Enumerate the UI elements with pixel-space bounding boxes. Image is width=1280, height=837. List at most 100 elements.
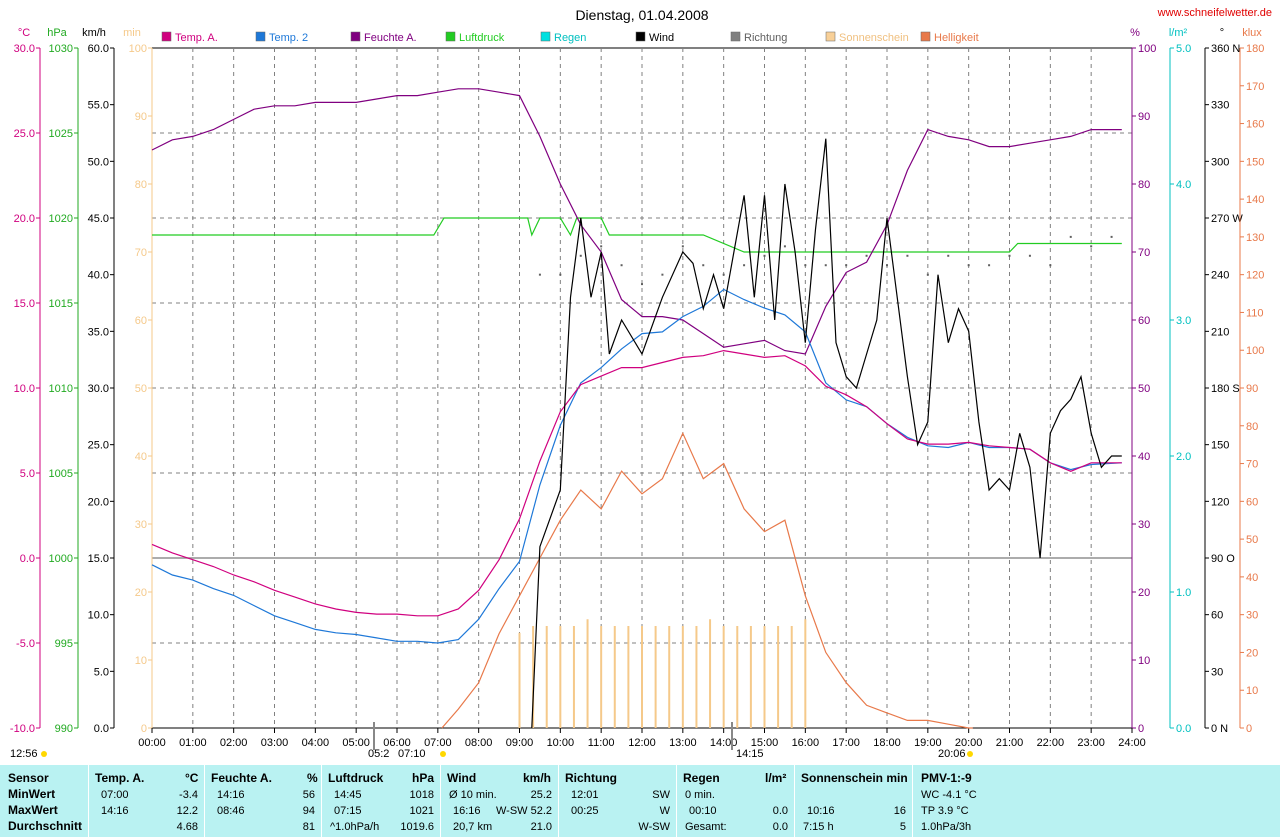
stats-temp: Temp. A. °C 07:00 -3.4 14:16 12.2 4.68 bbox=[89, 765, 204, 837]
min-axis-label: 90 bbox=[135, 111, 147, 123]
hpa-axis-label: 1010 bbox=[49, 383, 73, 395]
direction-point bbox=[988, 264, 991, 267]
temp-axis-label: 15.0 bbox=[14, 298, 35, 310]
stats-regen-r2b: 0.0 bbox=[772, 805, 788, 817]
site-url: www.schneifelwetter.de bbox=[1157, 7, 1272, 19]
x-tick-label: 19:00 bbox=[914, 737, 942, 749]
wind-direction-points bbox=[538, 235, 1113, 286]
stats-druck-max-time: 07:15 bbox=[334, 805, 362, 817]
pct-axis-label: 90 bbox=[1138, 111, 1150, 123]
klux-axis-label: 70 bbox=[1246, 459, 1258, 471]
kmh-axis-label: 55.0 bbox=[88, 100, 109, 112]
stats-temp-min-time: 07:00 bbox=[101, 789, 129, 801]
pct-axis-label: 70 bbox=[1138, 247, 1150, 259]
stats-druck-min-val: 1018 bbox=[409, 789, 434, 801]
right-axis-units: % l/m² ° klux bbox=[1130, 27, 1262, 39]
dir-axis-label: 270 W bbox=[1211, 213, 1243, 225]
direction-point bbox=[783, 245, 786, 248]
stats-wind-r2a: 16:16 bbox=[453, 805, 481, 817]
klux-axis-label: 50 bbox=[1246, 534, 1258, 546]
kmh-axis-label: 0.0 bbox=[94, 723, 109, 735]
dir-axis-label: 300 bbox=[1211, 156, 1229, 168]
stats-pmv-r2: TP 3.9 °C bbox=[921, 805, 969, 817]
stats-richtung-r3b: W-SW bbox=[638, 821, 670, 833]
x-tick-label: 10:00 bbox=[547, 737, 575, 749]
rain-axis-label: 2.0 bbox=[1176, 451, 1191, 463]
legend-label: Temp. A. bbox=[175, 32, 218, 44]
stats-feuchte-unit: % bbox=[307, 771, 318, 785]
stats-richtung-r1b: SW bbox=[652, 789, 670, 801]
min-axis-label: 100 bbox=[129, 43, 147, 55]
legend-label: Luftdruck bbox=[459, 32, 505, 44]
legend-label: Regen bbox=[554, 32, 586, 44]
stats-temp-unit: °C bbox=[185, 771, 199, 785]
statistics-table: Sensor MinWert MaxWert Durchschnitt Temp… bbox=[0, 765, 1280, 837]
klux-axis-label: 90 bbox=[1246, 383, 1258, 395]
pct-axis-label: 80 bbox=[1138, 179, 1150, 191]
stats-pmv-r1: WC -4.1 °C bbox=[921, 789, 977, 801]
legend-label: Richtung bbox=[744, 32, 787, 44]
direction-point bbox=[1028, 254, 1031, 257]
kmh-axis-label: 20.0 bbox=[88, 496, 109, 508]
stats-druck-avg: 1019.6 bbox=[400, 821, 434, 833]
stats-wind-r3b: 21.0 bbox=[530, 821, 552, 833]
chart-legend: Temp. A. Temp. 2 Feuchte A. Luftdruck Regen W… bbox=[161, 31, 979, 44]
legend-label: Feuchte A. bbox=[364, 32, 417, 44]
stats-druck-unit: hPa bbox=[412, 771, 435, 785]
plot-grid bbox=[151, 47, 1133, 729]
dir-axis-label: 90 O bbox=[1211, 553, 1235, 565]
pct-axis-label: 60 bbox=[1138, 315, 1150, 327]
dir-axis-label: 240 bbox=[1211, 270, 1229, 282]
direction-point bbox=[620, 264, 623, 267]
pct-axis-label: 50 bbox=[1138, 383, 1150, 395]
right-unit: l/m² bbox=[1169, 27, 1188, 39]
x-tick-label: 24:00 bbox=[1118, 737, 1146, 749]
sun-icon bbox=[41, 751, 47, 757]
legend-swatch bbox=[635, 31, 646, 42]
stats-wind-unit: km/h bbox=[523, 771, 552, 785]
direction-point bbox=[926, 273, 929, 276]
kmh-axis-label: 35.0 bbox=[88, 326, 109, 338]
min-axis-label: 70 bbox=[135, 247, 147, 259]
stats-richtung-r2a: 00:25 bbox=[571, 805, 599, 817]
x-tick-label: 08:00 bbox=[465, 737, 493, 749]
stats-sonne-r2b: 16 bbox=[893, 805, 906, 817]
sun-icon bbox=[440, 751, 446, 757]
x-tick-label: 14:00 bbox=[710, 737, 738, 749]
sunset-label: 20:06 bbox=[938, 748, 966, 760]
stats-wind-r1b: 25.2 bbox=[530, 789, 552, 801]
sun-markers: 12:56 05:2 07:10 14:15 20:06 bbox=[10, 722, 973, 760]
sunrise2-label: 07:10 bbox=[398, 748, 426, 760]
dir-axis-label: 360 N bbox=[1211, 43, 1240, 55]
stats-druck-head: Luftdruck bbox=[328, 771, 384, 785]
x-tick-label: 23:00 bbox=[1077, 737, 1105, 749]
left-unit: hPa bbox=[47, 27, 67, 39]
kmh-axis-label: 50.0 bbox=[88, 156, 109, 168]
direction-point bbox=[906, 254, 909, 257]
min-axis-label: 10 bbox=[135, 655, 147, 667]
legend-swatch bbox=[920, 31, 931, 42]
hpa-axis-label: 1020 bbox=[49, 213, 73, 225]
stats-regen-head: Regen bbox=[683, 771, 720, 785]
x-tick-label: 20:00 bbox=[955, 737, 983, 749]
legend-label: Helligkeit bbox=[934, 32, 979, 44]
direction-point bbox=[886, 264, 888, 267]
stats-druck-min-time: 14:45 bbox=[334, 789, 362, 801]
stats-sonne-r3a: 7:15 h bbox=[803, 821, 834, 833]
direction-point bbox=[641, 283, 643, 286]
stats-rowlabels: Sensor MinWert MaxWert Durchschnitt bbox=[0, 765, 88, 837]
klux-axis-label: 120 bbox=[1246, 270, 1264, 282]
hpa-axis-label: 1005 bbox=[49, 468, 73, 480]
stats-richtung-r1a: 12:01 bbox=[571, 789, 599, 801]
stats-regen-unit: l/m² bbox=[765, 771, 787, 785]
x-tick-label: 17:00 bbox=[832, 737, 860, 749]
klux-axis-label: 110 bbox=[1246, 307, 1264, 319]
stats-temp-max-val: 12.2 bbox=[176, 805, 198, 817]
stats-druck: Luftdruck hPa 14:45 1018 07:15 1021 ^1.0… bbox=[322, 765, 440, 837]
direction-point bbox=[1110, 235, 1113, 238]
legend-swatch bbox=[350, 31, 361, 42]
direction-point bbox=[763, 254, 766, 257]
stats-richtung-head: Richtung bbox=[565, 771, 617, 785]
direction-point bbox=[743, 264, 746, 267]
x-tick-label: 09:00 bbox=[506, 737, 534, 749]
